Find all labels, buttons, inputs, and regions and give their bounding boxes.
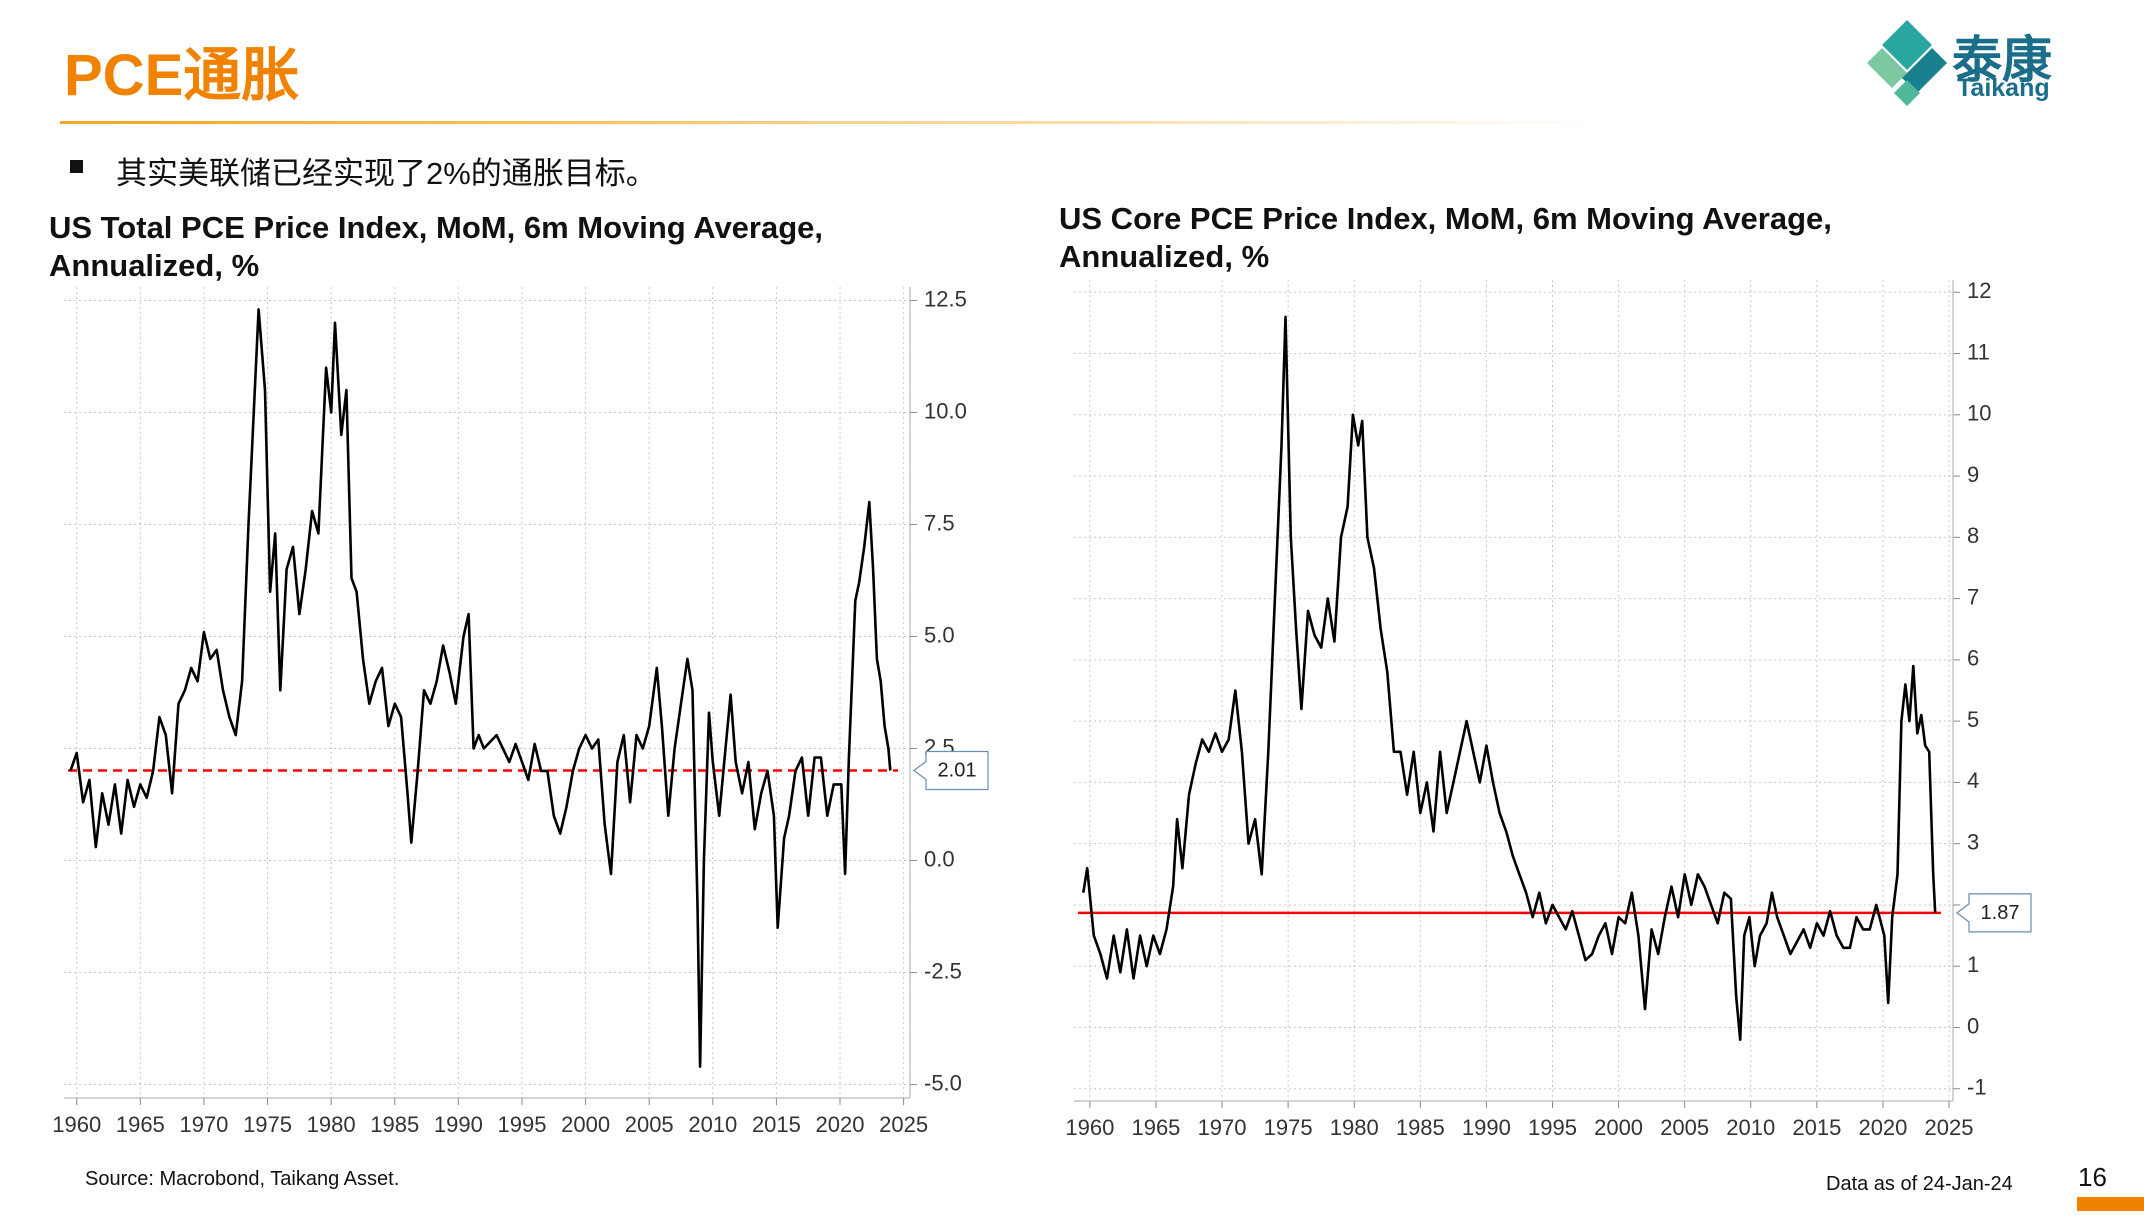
x-tick-label: 1970 (179, 1112, 228, 1137)
x-tick-label: 1970 (1198, 1115, 1247, 1140)
y-tick-label: 12 (1967, 278, 1991, 303)
x-tick-label: 2010 (688, 1112, 737, 1137)
y-tick-label: -2.5 (924, 958, 962, 983)
y-tick-label: 0 (1967, 1013, 1979, 1038)
y-tick-label: 12.5 (924, 286, 967, 311)
x-tick-label: 1965 (116, 1112, 165, 1137)
x-tick-label: 2015 (1792, 1115, 1841, 1140)
bullet-text: 其实美联储已经实现了2%的通胀目标。 (116, 156, 657, 191)
x-tick-label: 1985 (370, 1112, 419, 1137)
y-tick-label: 1 (1967, 952, 1979, 977)
logo-text: 泰康 (1952, 32, 2052, 88)
x-tick-label: 1975 (1264, 1115, 1313, 1140)
chart-title: US Total PCE Price Index, MoM, 6m Moving… (49, 210, 824, 283)
x-tick-label: 1990 (434, 1112, 483, 1137)
x-tick-label: 1990 (1462, 1115, 1511, 1140)
x-tick-label: 1980 (1330, 1115, 1379, 1140)
y-tick-label: 5 (1967, 707, 1979, 732)
page-bar (2077, 1197, 2144, 1211)
line-series (69, 308, 892, 1068)
y-tick-label: -5.0 (924, 1070, 962, 1095)
logo-subtext: Taikang (1957, 74, 2050, 102)
x-tick-label: 2010 (1726, 1115, 1775, 1140)
bullet-marker (70, 160, 83, 173)
x-tick-label: 1965 (1131, 1115, 1180, 1140)
x-tick-label: 2005 (1660, 1115, 1709, 1140)
reference-callout (1956, 893, 2032, 933)
header-rule (60, 121, 1600, 124)
reference-callout (913, 750, 989, 791)
x-tick-label: 1985 (1396, 1115, 1445, 1140)
x-tick-label: 1975 (243, 1112, 292, 1137)
x-tick-label: 2000 (561, 1112, 610, 1137)
y-tick-label: 6 (1967, 646, 1979, 671)
y-tick-label: 3 (1967, 829, 1979, 854)
y-tick-label: 7 (1967, 584, 1979, 609)
x-tick-label: 2025 (1925, 1115, 1974, 1140)
y-tick-label: 11 (1967, 339, 1990, 364)
x-tick-label: 2005 (625, 1112, 674, 1137)
y-tick-label: 5.0 (924, 622, 955, 647)
page-number: 16 (2078, 1162, 2107, 1192)
y-tick-label: 9 (1967, 462, 1979, 487)
logo-mark (1867, 20, 1947, 106)
x-tick-label: 2020 (816, 1112, 865, 1137)
source-note: Source: Macrobond, Taikang Asset. (85, 1168, 400, 1190)
x-tick-label: 1960 (52, 1112, 101, 1137)
chart-title: US Core PCE Price Index, MoM, 6m Moving … (1059, 201, 1832, 274)
x-tick-label: 2015 (752, 1112, 801, 1137)
y-tick-label: 0.0 (924, 846, 955, 871)
y-tick-label: -1 (1967, 1075, 1987, 1100)
slide-title: PCE通胀 (64, 43, 300, 108)
y-tick-label: 10 (1967, 401, 1991, 426)
line-series (1082, 315, 1937, 1041)
x-tick-label: 1980 (307, 1112, 356, 1137)
date-note: Data as of 24-Jan-24 (1826, 1173, 2013, 1195)
x-tick-label: 1995 (498, 1112, 547, 1137)
x-tick-label: 2000 (1594, 1115, 1643, 1140)
y-tick-label: 8 (1967, 523, 1979, 548)
x-tick-label: 1995 (1528, 1115, 1577, 1140)
x-tick-label: 2025 (879, 1112, 928, 1137)
y-tick-label: 4 (1967, 768, 1979, 793)
x-tick-label: 1960 (1065, 1115, 1114, 1140)
y-tick-label: 10.0 (924, 398, 967, 423)
y-tick-label: 7.5 (924, 510, 955, 535)
x-tick-label: 2020 (1858, 1115, 1907, 1140)
reference-label: 2.01 (938, 760, 977, 782)
reference-label: 1.87 (1981, 902, 2020, 924)
